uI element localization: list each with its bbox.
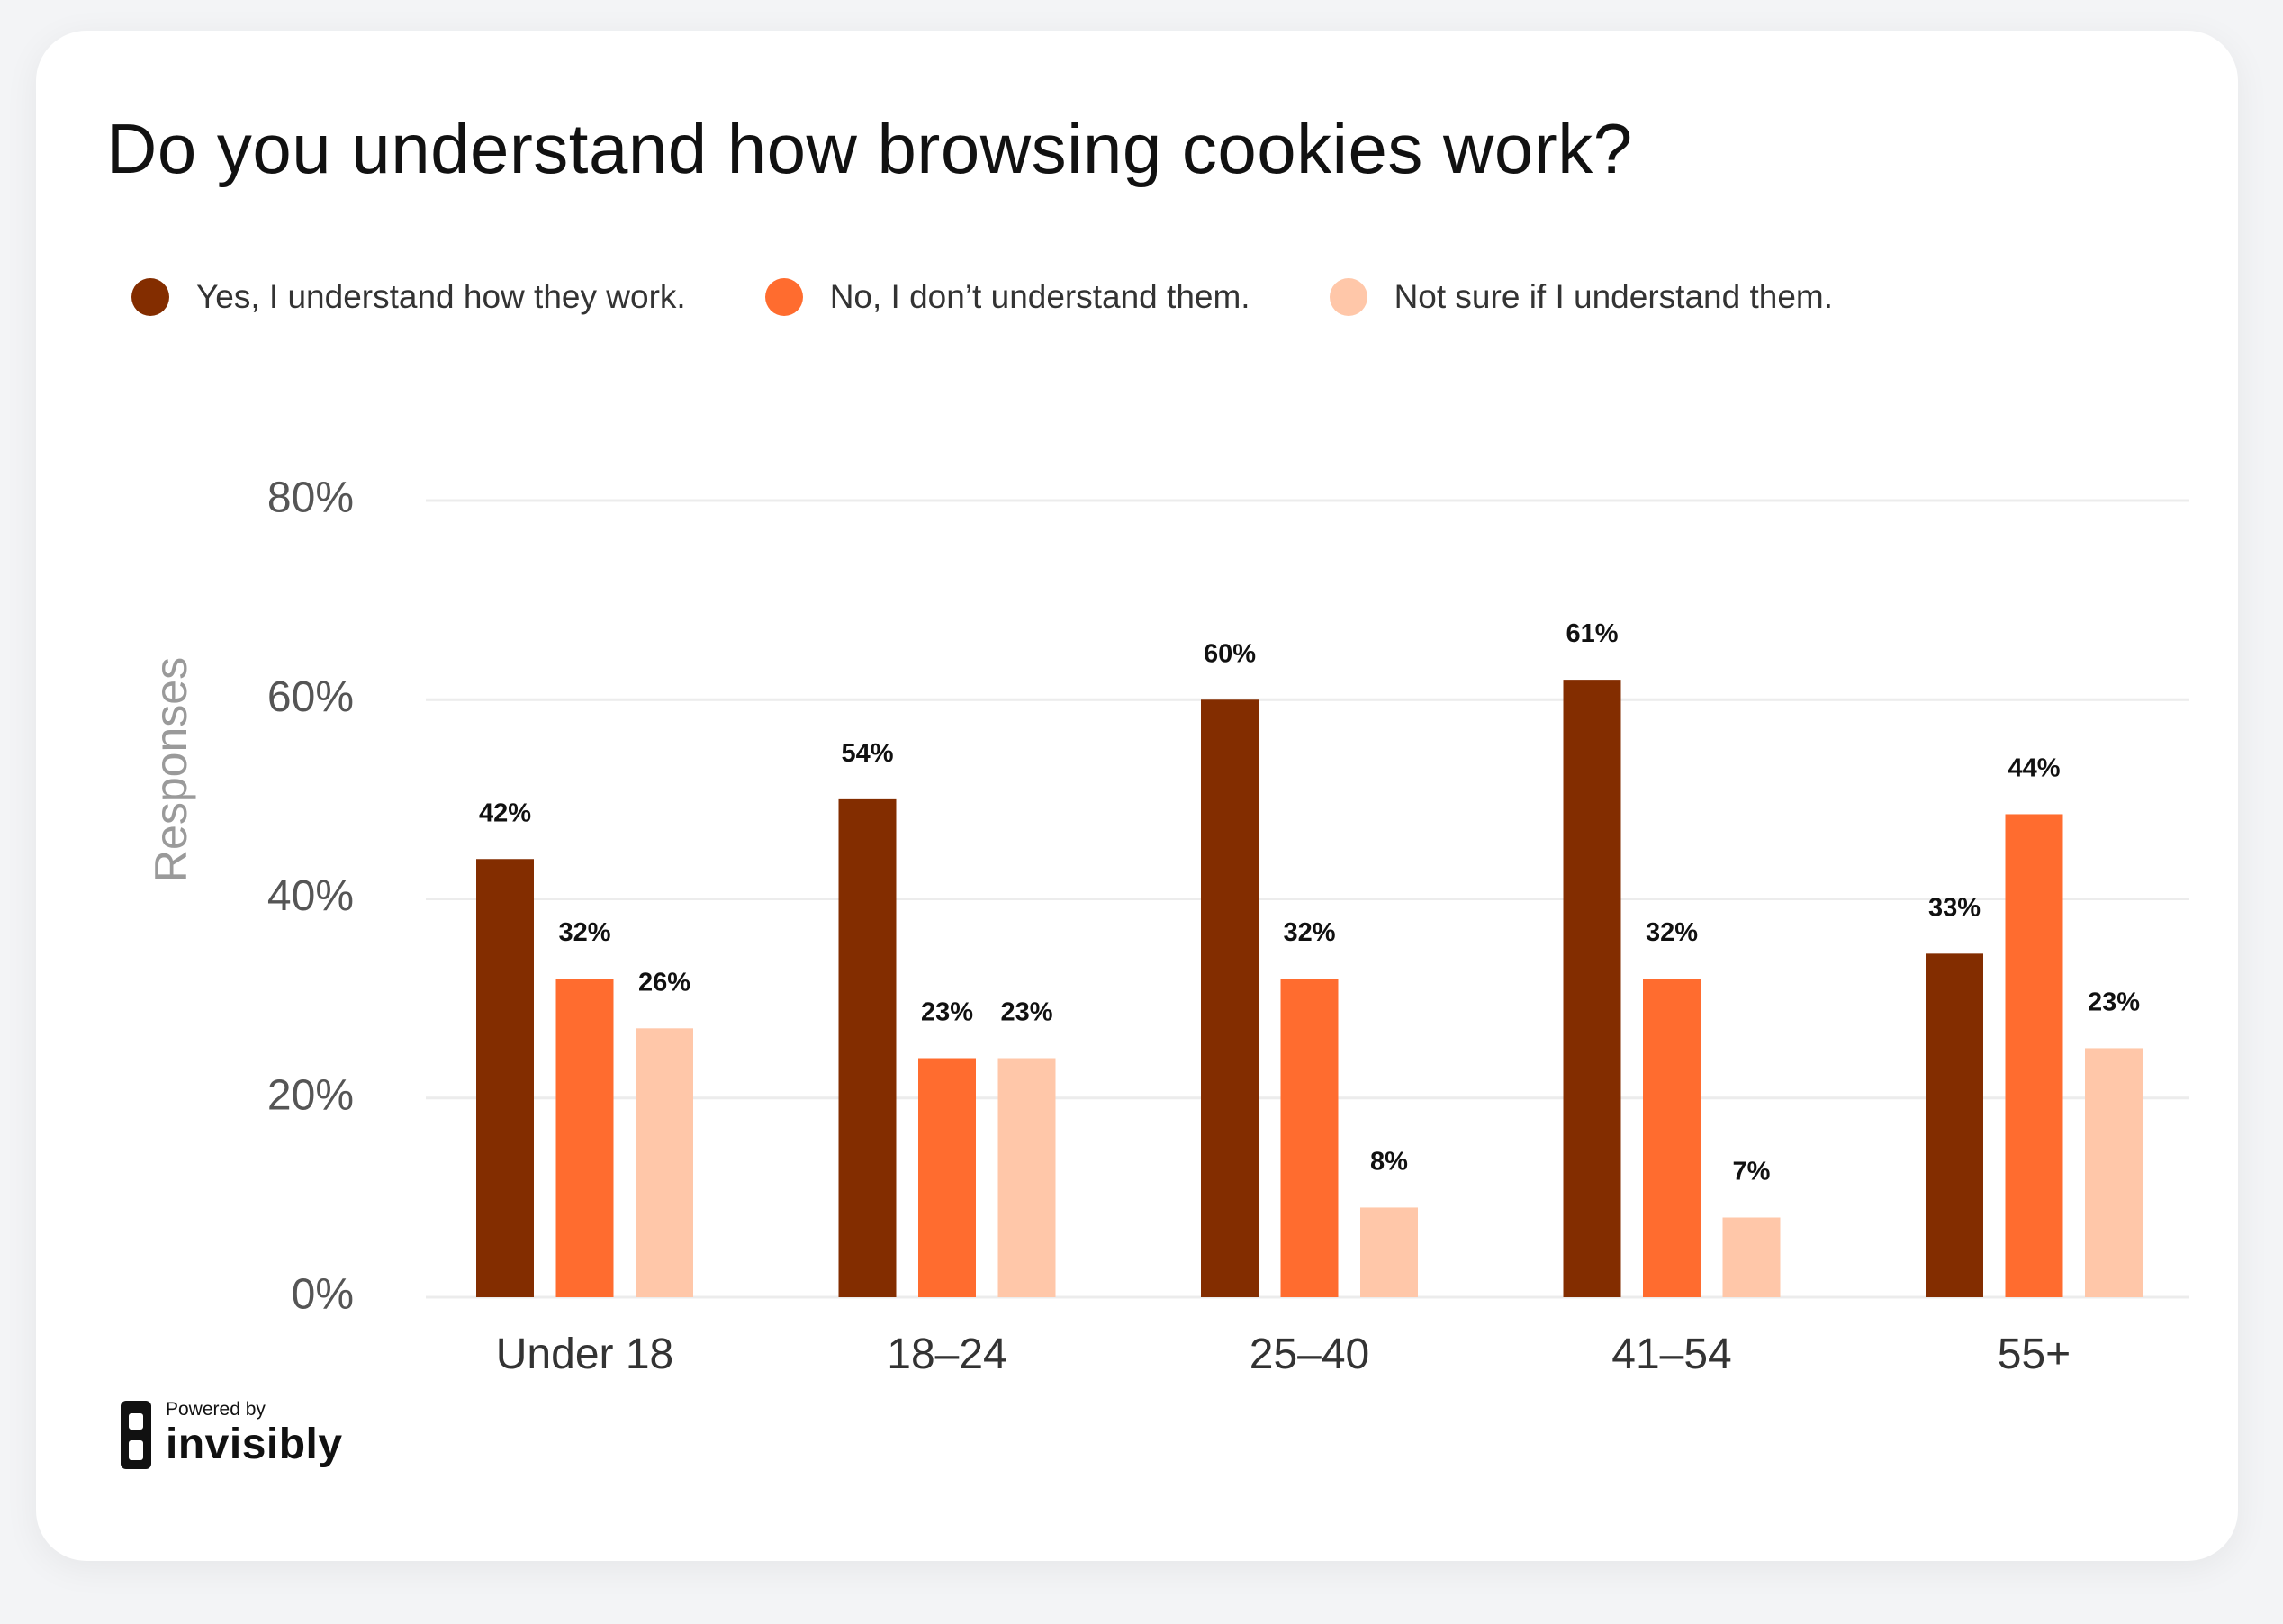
data-label: 7% bbox=[1733, 1158, 1771, 1186]
y-tick-label: 20% bbox=[267, 1071, 354, 1119]
data-label: 61% bbox=[1566, 619, 1618, 648]
legend-item-yes: Yes, I understand how they work. bbox=[131, 278, 686, 316]
bar bbox=[636, 1028, 693, 1297]
bar bbox=[555, 979, 614, 1297]
bar bbox=[1280, 979, 1339, 1297]
bar bbox=[2085, 1048, 2143, 1297]
x-tick-label: 41–54 bbox=[1611, 1331, 1731, 1378]
x-tick-label: 55+ bbox=[1998, 1331, 2071, 1378]
legend: Yes, I understand how they work. No, I d… bbox=[131, 270, 1912, 324]
y-tick-label: 0% bbox=[292, 1271, 354, 1319]
data-label: 32% bbox=[1646, 918, 1698, 947]
data-label: 23% bbox=[2088, 988, 2140, 1016]
bar bbox=[2005, 814, 2063, 1297]
y-tick-label: 40% bbox=[267, 872, 354, 920]
legend-label-yes: Yes, I understand how they work. bbox=[196, 278, 686, 315]
bar bbox=[1563, 680, 1621, 1297]
bar bbox=[1722, 1217, 1781, 1297]
data-label: 32% bbox=[1283, 918, 1335, 947]
y-axis-label: Responses bbox=[146, 657, 196, 882]
legend-swatch-no bbox=[764, 278, 803, 316]
bar bbox=[1926, 953, 1983, 1297]
x-tick-label: 18–24 bbox=[887, 1331, 1006, 1378]
chart-card bbox=[36, 31, 2238, 1561]
data-label: 60% bbox=[1204, 639, 1256, 668]
legend-swatch-yes bbox=[131, 278, 169, 316]
brand-name: invisibly bbox=[166, 1421, 343, 1468]
bar bbox=[1201, 699, 1259, 1297]
chart-title: Do you understand how browsing cookies w… bbox=[106, 109, 1633, 188]
y-tick-label: 80% bbox=[267, 474, 354, 522]
data-label: 26% bbox=[638, 968, 690, 997]
powered-by-label: Powered by bbox=[166, 1399, 266, 1420]
y-tick-label: 60% bbox=[267, 673, 354, 721]
bar bbox=[838, 798, 897, 1297]
legend-item-no: No, I don’t understand them. bbox=[764, 278, 1250, 316]
bar bbox=[918, 1058, 976, 1297]
data-label: 23% bbox=[921, 998, 973, 1027]
data-label: 33% bbox=[1928, 893, 1981, 922]
legend-label-no: No, I don’t understand them. bbox=[829, 278, 1250, 315]
x-tick-label: 25–40 bbox=[1250, 1331, 1369, 1378]
bar bbox=[997, 1058, 1056, 1297]
legend-item-not-sure: Not sure if I understand them. bbox=[1329, 278, 1833, 316]
legend-swatch-not-sure bbox=[1329, 278, 1367, 316]
data-label: 23% bbox=[1000, 998, 1052, 1027]
legend-label-not-sure: Not sure if I understand them. bbox=[1394, 278, 1833, 315]
brand-logo: Powered by invisibly bbox=[121, 1397, 343, 1469]
data-label: 32% bbox=[558, 918, 610, 947]
bar bbox=[476, 859, 534, 1297]
data-label: 44% bbox=[2008, 753, 2060, 782]
bar bbox=[1643, 979, 1701, 1297]
data-label: 42% bbox=[479, 798, 531, 827]
bar bbox=[1360, 1207, 1418, 1297]
invisibly-logo-icon bbox=[121, 1401, 151, 1469]
data-label: 8% bbox=[1370, 1147, 1408, 1176]
x-tick-label: Under 18 bbox=[496, 1331, 673, 1378]
data-label: 54% bbox=[841, 739, 893, 768]
